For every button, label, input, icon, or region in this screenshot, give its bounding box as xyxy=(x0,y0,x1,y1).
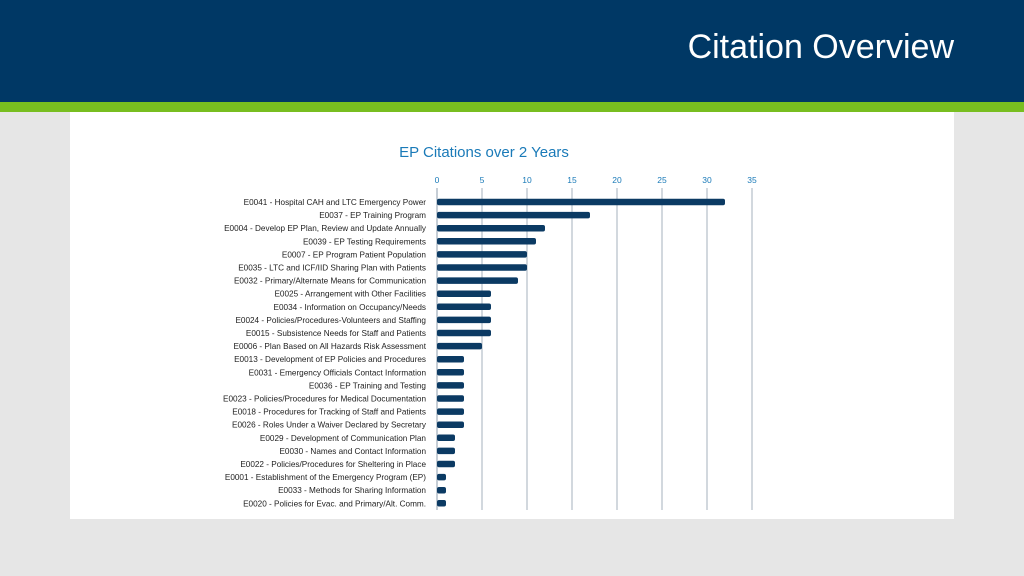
slide-title: Citation Overview xyxy=(687,28,954,66)
category-label: E0036 - EP Training and Testing xyxy=(309,381,427,390)
header-accent-stripe xyxy=(0,102,1024,112)
category-label: E0004 - Develop EP Plan, Review and Upda… xyxy=(224,224,427,233)
bar xyxy=(437,290,491,297)
x-tick-label: 35 xyxy=(747,175,757,185)
bar xyxy=(437,264,527,271)
bar-chart: EP Citations over 2 Years 0 5 10 15 20 25 30 35… xyxy=(223,144,757,510)
category-label: E0026 - Roles Under a Waiver Declared by… xyxy=(232,421,427,430)
x-tick-label: 20 xyxy=(612,175,622,185)
bar xyxy=(437,355,464,363)
category-label: E0018 - Procedures for Tracking of Staff… xyxy=(232,408,426,417)
bar xyxy=(437,277,518,284)
slide-header xyxy=(0,0,1024,102)
bar xyxy=(437,251,527,258)
category-label: E0039 - EP Testing Requirements xyxy=(303,237,426,246)
bar xyxy=(437,395,464,402)
category-label: E0023 - Policies/Procedures for Medical … xyxy=(223,395,426,404)
bar xyxy=(437,447,455,455)
bars xyxy=(437,198,725,507)
category-labels: E0041 - Hospital CAH and LTC Emergency P… xyxy=(223,198,427,508)
category-label: E0034 - Information on Occupancy/Needs xyxy=(274,303,426,312)
category-label: E0022 - Policies/Procedures for Shelteri… xyxy=(240,460,426,469)
x-tick-label: 15 xyxy=(567,175,577,185)
category-label: E0015 - Subsistence Needs for Staff and … xyxy=(246,329,426,338)
bar xyxy=(437,421,464,428)
bar xyxy=(437,316,491,324)
category-label: E0006 - Plan Based on All Hazards Risk A… xyxy=(233,342,426,351)
bar xyxy=(437,342,482,350)
bar xyxy=(437,473,446,481)
chart-card: EP Citations over 2 Years 0 5 10 15 20 25 30 35… xyxy=(70,112,954,519)
category-label: E0030 - Names and Contact Information xyxy=(279,447,426,456)
bar xyxy=(437,198,725,206)
bar xyxy=(437,408,464,415)
category-label: E0032 - Primary/Alternate Means for Comm… xyxy=(234,277,426,286)
x-tick-label: 30 xyxy=(702,175,712,185)
category-label: E0029 - Development of Communication Pla… xyxy=(260,434,427,443)
bar xyxy=(437,500,446,507)
bar xyxy=(437,303,491,311)
bar xyxy=(437,369,464,376)
category-label: E0041 - Hospital CAH and LTC Emergency P… xyxy=(244,198,427,207)
bar xyxy=(437,486,446,494)
bar xyxy=(437,238,536,245)
bar xyxy=(437,434,455,442)
category-label: E0031 - Emergency Officials Contact Info… xyxy=(249,368,427,377)
x-tick-label: 5 xyxy=(480,175,485,185)
chart-title: EP Citations over 2 Years xyxy=(399,144,569,161)
x-axis-ticks: 0 5 10 15 20 25 30 35 xyxy=(435,175,757,185)
gridlines xyxy=(436,188,753,510)
category-label: E0013 - Development of EP Policies and P… xyxy=(234,355,426,364)
bar xyxy=(437,382,464,389)
bar xyxy=(437,211,590,219)
category-label: E0025 - Arrangement with Other Facilitie… xyxy=(274,290,426,299)
category-label: E0024 - Policies/Procedures-Volunteers a… xyxy=(235,316,426,325)
bar xyxy=(437,329,491,337)
category-label: E0035 - LTC and ICF/IID Sharing Plan wit… xyxy=(238,264,426,273)
x-tick-label: 0 xyxy=(435,175,440,185)
bar xyxy=(437,224,545,232)
category-label: E0037 - EP Training Program xyxy=(319,211,426,220)
x-tick-label: 25 xyxy=(657,175,667,185)
category-label: E0007 - EP Program Patient Population xyxy=(282,250,427,259)
category-label: E0033 - Methods for Sharing Information xyxy=(278,486,426,495)
category-label: E0020 - Policies for Evac. and Primary/A… xyxy=(243,499,426,508)
category-label: E0001 - Establishment of the Emergency P… xyxy=(225,473,426,482)
x-tick-label: 10 xyxy=(522,175,532,185)
bar xyxy=(437,460,455,468)
